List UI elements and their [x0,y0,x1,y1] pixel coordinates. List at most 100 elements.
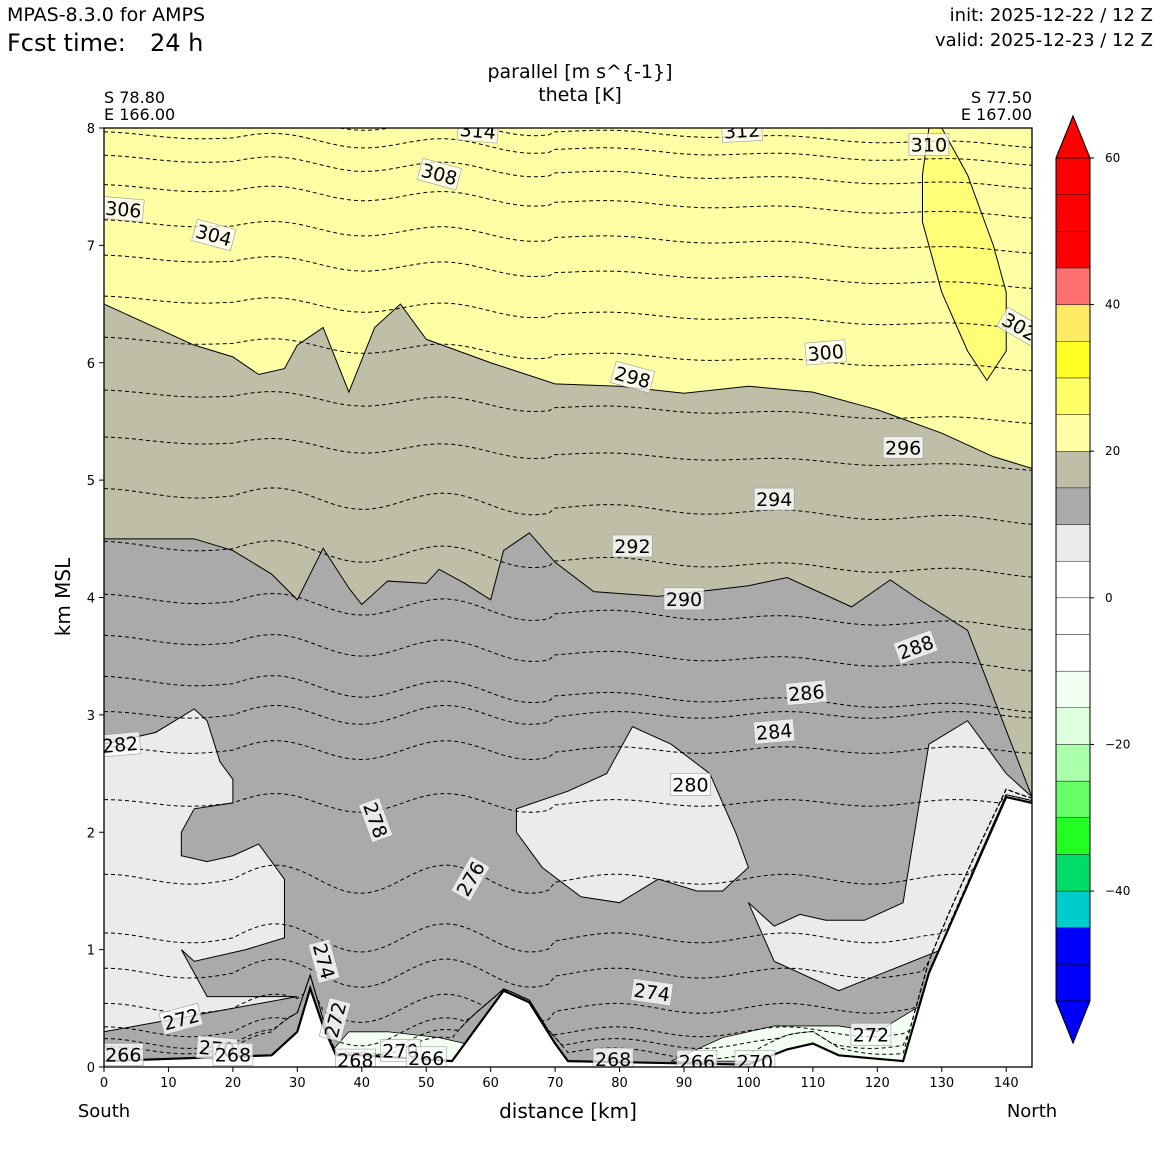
theta-contour-270 [104,788,1032,1047]
colorbar-segment [1055,927,1091,965]
contour-label-box [630,978,674,1007]
contour-label-box [610,360,656,394]
contour-label-text: 294 [756,489,792,511]
theta-contour-312 [104,131,1032,166]
colorbar-segment [1055,854,1091,892]
contour-label-282: 282 [101,731,142,758]
contour-label-272: 272 [158,1002,204,1035]
y-tick-label: 1 [87,944,95,959]
contour-label-box [191,218,237,252]
terrain-fill [104,797,1032,1067]
contour-label-text: 272 [853,1024,889,1046]
x-axis: 0 10 20 30 40 50 60 70 80 90 100 110 120 130 140 [100,1067,1019,1091]
theta-contour-298 [104,389,1032,424]
contour-label-300: 300 [804,339,847,366]
colorbar-segment [1055,634,1091,672]
y-tick-label: 8 [87,122,95,137]
theta-contour-280 [104,792,1032,813]
contour-label-296: 296 [882,436,924,459]
colorbar-segment [1055,670,1091,708]
contour-label-268: 268 [592,1047,634,1067]
contour-label-box [804,339,847,366]
contour-label-box [416,157,462,191]
contour-label-292: 292 [612,534,653,558]
contour-label-box [212,1043,254,1066]
colorbar-tick-label: 20 [1105,444,1120,458]
colorbar-extend-low [1055,1000,1091,1045]
theta-contour-300 [104,336,1032,372]
colorbar-segment [1055,267,1091,305]
contour-label-box [307,938,341,984]
colorbar-segment [1055,890,1091,928]
contour-label-box [753,487,795,511]
contour-label-310: 310 [908,133,950,157]
theta-contour-272 [104,788,1032,1023]
x-tick-label: 100 [736,1076,761,1091]
contour-label-text: 274 [632,980,671,1007]
x-tick-label: 20 [225,1076,242,1091]
contour-label-286: 286 [785,679,828,706]
contour-label-text: 290 [666,589,702,611]
contour-label-268: 268 [334,1048,376,1067]
colorbar-segment [1055,194,1091,232]
y-tick-label: 7 [87,239,95,254]
colorbar-segment [1055,487,1091,525]
theta-contour-282 [104,740,1032,761]
colorbar-segment [1055,231,1091,269]
contour-label-box [405,1046,447,1067]
contour-label-box [892,629,939,665]
y-tick-label: 3 [87,709,95,724]
contour-label-text: 266 [679,1051,715,1073]
contour-label-box [908,133,950,156]
contour-label-294: 294 [753,487,795,511]
contour-label-266: 266 [676,1050,718,1073]
x-tick-label: 110 [800,1076,825,1091]
contour-label-box [104,196,145,223]
contour-label-text: 282 [101,733,139,758]
right-latitude: S 77.50 [971,88,1032,107]
x-tick-label: 140 [994,1076,1019,1091]
contour-label-266: 266 [104,1043,144,1066]
colorbar-segment [1055,524,1091,562]
contour-label-text: 268 [215,1044,251,1066]
colorbar-extend-high [1055,114,1091,159]
chart-title: parallel [m s^{-1}] [487,61,672,83]
contour-label-box [612,534,653,558]
contour-label-box [456,128,500,144]
contour-label-text: 312 [723,120,760,144]
y-axis-label: km MSL [51,557,75,636]
contour-label-box [670,772,711,796]
theta-contour-276 [104,794,1032,953]
contour-label-290: 290 [663,587,705,611]
y-axis: 0 1 2 3 4 5 6 7 8 [87,122,104,1076]
contour-label-box [450,855,491,902]
contour-label-314: 314 [456,128,500,144]
contour-label-text: 270 [737,1051,773,1073]
forecast-time-label: Fcst time: [7,29,126,57]
theta-contour-268 [104,788,1032,1057]
theta-contour-308 [104,184,1032,219]
contour-label-text: 300 [807,341,845,366]
contour-label-box [592,1047,634,1067]
colorbar: 60 40 20 0 −20 −40 [1055,114,1130,1045]
theta-contour-296 [104,436,1032,471]
x-axis-label: distance [km] [499,1099,637,1123]
colorbar-segment [1055,744,1091,782]
x-tick-label: 80 [611,1076,628,1091]
left-latitude: S 78.80 [104,88,165,107]
colorbar-segment [1055,451,1091,489]
contour-label-box [752,718,796,745]
x-tick-label: 70 [547,1076,564,1091]
contour-label-276: 276 [450,855,491,902]
contour-label-box [721,128,763,143]
contour-label-text: 292 [614,536,650,558]
x-tick-label: 50 [418,1076,435,1091]
colorbar-segment [1055,780,1091,818]
y-tick-label: 6 [87,357,95,372]
theta-contour-292 [104,540,1032,578]
theta-contour-306 [104,219,1032,254]
theta-contour-288 [104,634,1032,672]
x-tick-label: 40 [354,1076,371,1091]
contour-label-box [996,306,1032,347]
